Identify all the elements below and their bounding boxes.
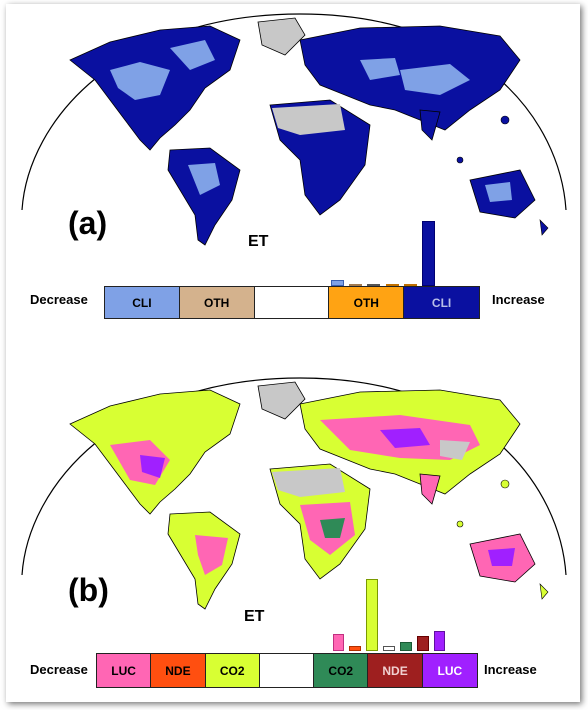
- legend-cell-nde-1: NDE: [151, 654, 206, 687]
- bar-2: [366, 578, 379, 651]
- bar-0: [332, 634, 345, 651]
- bar-chart-b: [330, 575, 448, 651]
- bar-5: [416, 635, 429, 651]
- increase-label-a: Increase: [492, 292, 545, 307]
- world-map-b: [21, 377, 567, 610]
- legend-cell-cli-0: CLI: [105, 287, 180, 318]
- bar-4: [399, 641, 412, 651]
- bar-4: [404, 284, 417, 286]
- variable-label-b: ET: [244, 608, 265, 625]
- panel-letter-a: (a): [68, 205, 108, 241]
- bar-3: [385, 284, 399, 286]
- legend-a: CLI OTH OTH CLI: [104, 286, 480, 319]
- bar-6: [433, 631, 446, 651]
- legend-cell-none-3: [259, 654, 315, 687]
- variable-label-a: ET: [248, 233, 269, 250]
- bar-1: [349, 646, 362, 651]
- legend-cell-co2-4: CO2: [314, 654, 369, 687]
- legend-cell-luc-6: LUC: [422, 654, 477, 687]
- legend-cell-none-2: [254, 287, 330, 318]
- panel-a: (a) ET Decrease CLI OTH OTH CLI Increase: [0, 0, 588, 345]
- legend-cell-co2-2: CO2: [205, 654, 260, 687]
- panel-b: (b) ET Decrease LUC NDE CO2 CO2 NDE LUC Incre…: [0, 360, 588, 705]
- legend-cell-oth-1: OTH: [179, 287, 255, 318]
- bar-0: [330, 279, 344, 286]
- legend-cell-oth-3: OTH: [329, 287, 405, 318]
- legend-b: LUC NDE CO2 CO2 NDE LUC: [96, 653, 478, 688]
- bar-3: [383, 646, 395, 651]
- decrease-label-b: Decrease: [30, 662, 88, 677]
- decrease-label-a: Decrease: [30, 292, 88, 307]
- bar-5: [422, 221, 436, 286]
- world-map-a: [21, 13, 567, 246]
- increase-label-b: Increase: [484, 662, 537, 677]
- legend-cell-luc-0: LUC: [97, 654, 152, 687]
- legend-cell-nde-5: NDE: [368, 654, 423, 687]
- panel-letter-b: (b): [68, 572, 109, 608]
- bar-chart-a: [328, 218, 438, 286]
- legend-cell-cli-4: CLI: [404, 287, 479, 318]
- bar-1: [349, 283, 362, 286]
- bar-2: [367, 284, 381, 286]
